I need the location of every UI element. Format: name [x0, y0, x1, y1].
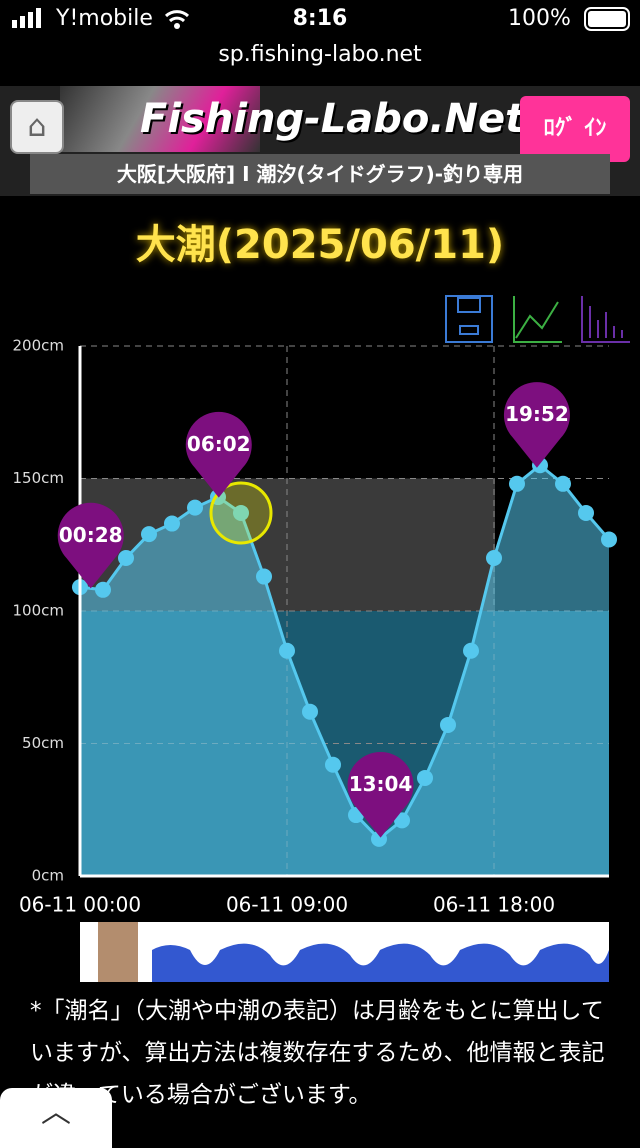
- tide-pin: [503, 382, 570, 468]
- tide-pin-label: 13:04: [349, 772, 413, 796]
- y-tick-label: 100cm: [13, 602, 65, 620]
- point: [440, 716, 456, 733]
- x-tick-label: 06-11 00:00: [19, 893, 141, 917]
- y-tick-label: 50cm: [22, 734, 64, 752]
- home-button[interactable]: ⌂: [10, 100, 64, 154]
- tide-pin: [347, 752, 414, 838]
- toolbar-icons[interactable]: [445, 295, 630, 343]
- scroll-top-tab[interactable]: ︿: [0, 1088, 112, 1148]
- clock: 8:16: [292, 6, 348, 31]
- navigator-handle[interactable]: [98, 922, 138, 982]
- point: [486, 550, 502, 566]
- carrier: Y!mobile: [56, 6, 153, 31]
- point: [371, 830, 387, 847]
- tide-pin: [185, 411, 252, 498]
- point: [141, 526, 157, 543]
- highlight: [209, 481, 273, 545]
- battery-text: 100%: [508, 6, 571, 31]
- point: [279, 642, 295, 659]
- point: [394, 812, 410, 829]
- area: [80, 465, 609, 876]
- point: [164, 515, 180, 532]
- point: [233, 504, 249, 521]
- tide-pin: [57, 502, 124, 589]
- login-button[interactable]: ﾛｸﾞ ｲﾝ: [520, 96, 630, 162]
- logo: Fishing-Labo.Net: [140, 96, 525, 142]
- y-tick-label: 150cm: [13, 469, 65, 487]
- point: [578, 504, 594, 521]
- subtitle: 大阪[大阪府] I 潮汐(タイドグラフ)-釣り専用: [30, 154, 610, 194]
- chart: 0cm 50cm 100cm 150cm 200cm 06-11 00:00 06-11 0…: [13, 295, 630, 982]
- tide-pin-label: 00:28: [59, 523, 123, 547]
- point: [256, 568, 272, 585]
- point: [463, 642, 479, 659]
- point: [601, 531, 617, 548]
- point: [417, 769, 433, 786]
- status-icons: [12, 7, 630, 31]
- point: [302, 703, 318, 720]
- navigator-wave: [152, 943, 609, 982]
- tide-pin-label: 06:02: [187, 432, 251, 456]
- point: [118, 550, 134, 566]
- point: [187, 499, 203, 516]
- point: [555, 475, 571, 492]
- point: [95, 581, 111, 598]
- url[interactable]: sp.fishing-labo.net: [218, 42, 422, 67]
- chart-title: 大潮(2025/06/11): [135, 222, 505, 268]
- y-tick-label: 200cm: [13, 337, 65, 355]
- note: *「潮名」（大潮や中潮の表記）は月齢をもとに算出していますが、算出方法は複数存在…: [30, 998, 605, 1108]
- x-tick-label: 06-11 09:00: [226, 893, 348, 917]
- point: [325, 756, 341, 773]
- point: [509, 475, 525, 492]
- x-tick-label: 06-11 18:00: [433, 893, 555, 917]
- tide-pin-label: 19:52: [505, 402, 569, 426]
- y-tick-label: 0cm: [32, 867, 64, 885]
- banner-art: [60, 86, 260, 152]
